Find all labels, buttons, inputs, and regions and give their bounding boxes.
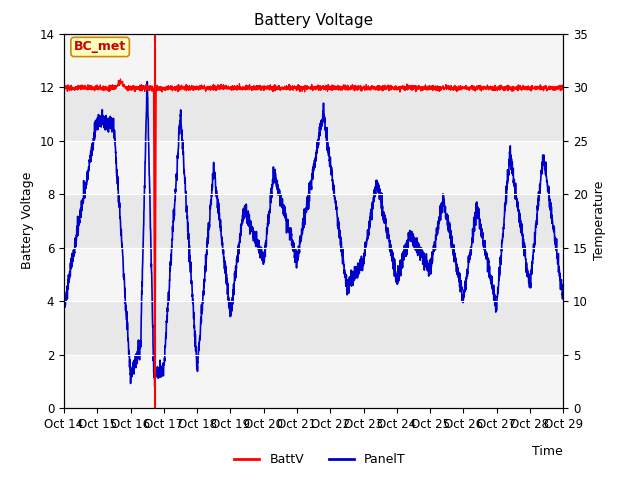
- Text: Time: Time: [532, 445, 563, 458]
- Bar: [64, 141, 563, 194]
- Y-axis label: Battery Voltage: Battery Voltage: [20, 172, 34, 269]
- Bar: [64, 34, 563, 87]
- Text: BC_met: BC_met: [74, 40, 126, 53]
- Legend: BattV, PanelT: BattV, PanelT: [229, 448, 411, 471]
- Bar: [64, 355, 563, 408]
- Bar: [64, 248, 563, 301]
- Title: Battery Voltage: Battery Voltage: [254, 13, 373, 28]
- Y-axis label: Temperature: Temperature: [593, 181, 606, 261]
